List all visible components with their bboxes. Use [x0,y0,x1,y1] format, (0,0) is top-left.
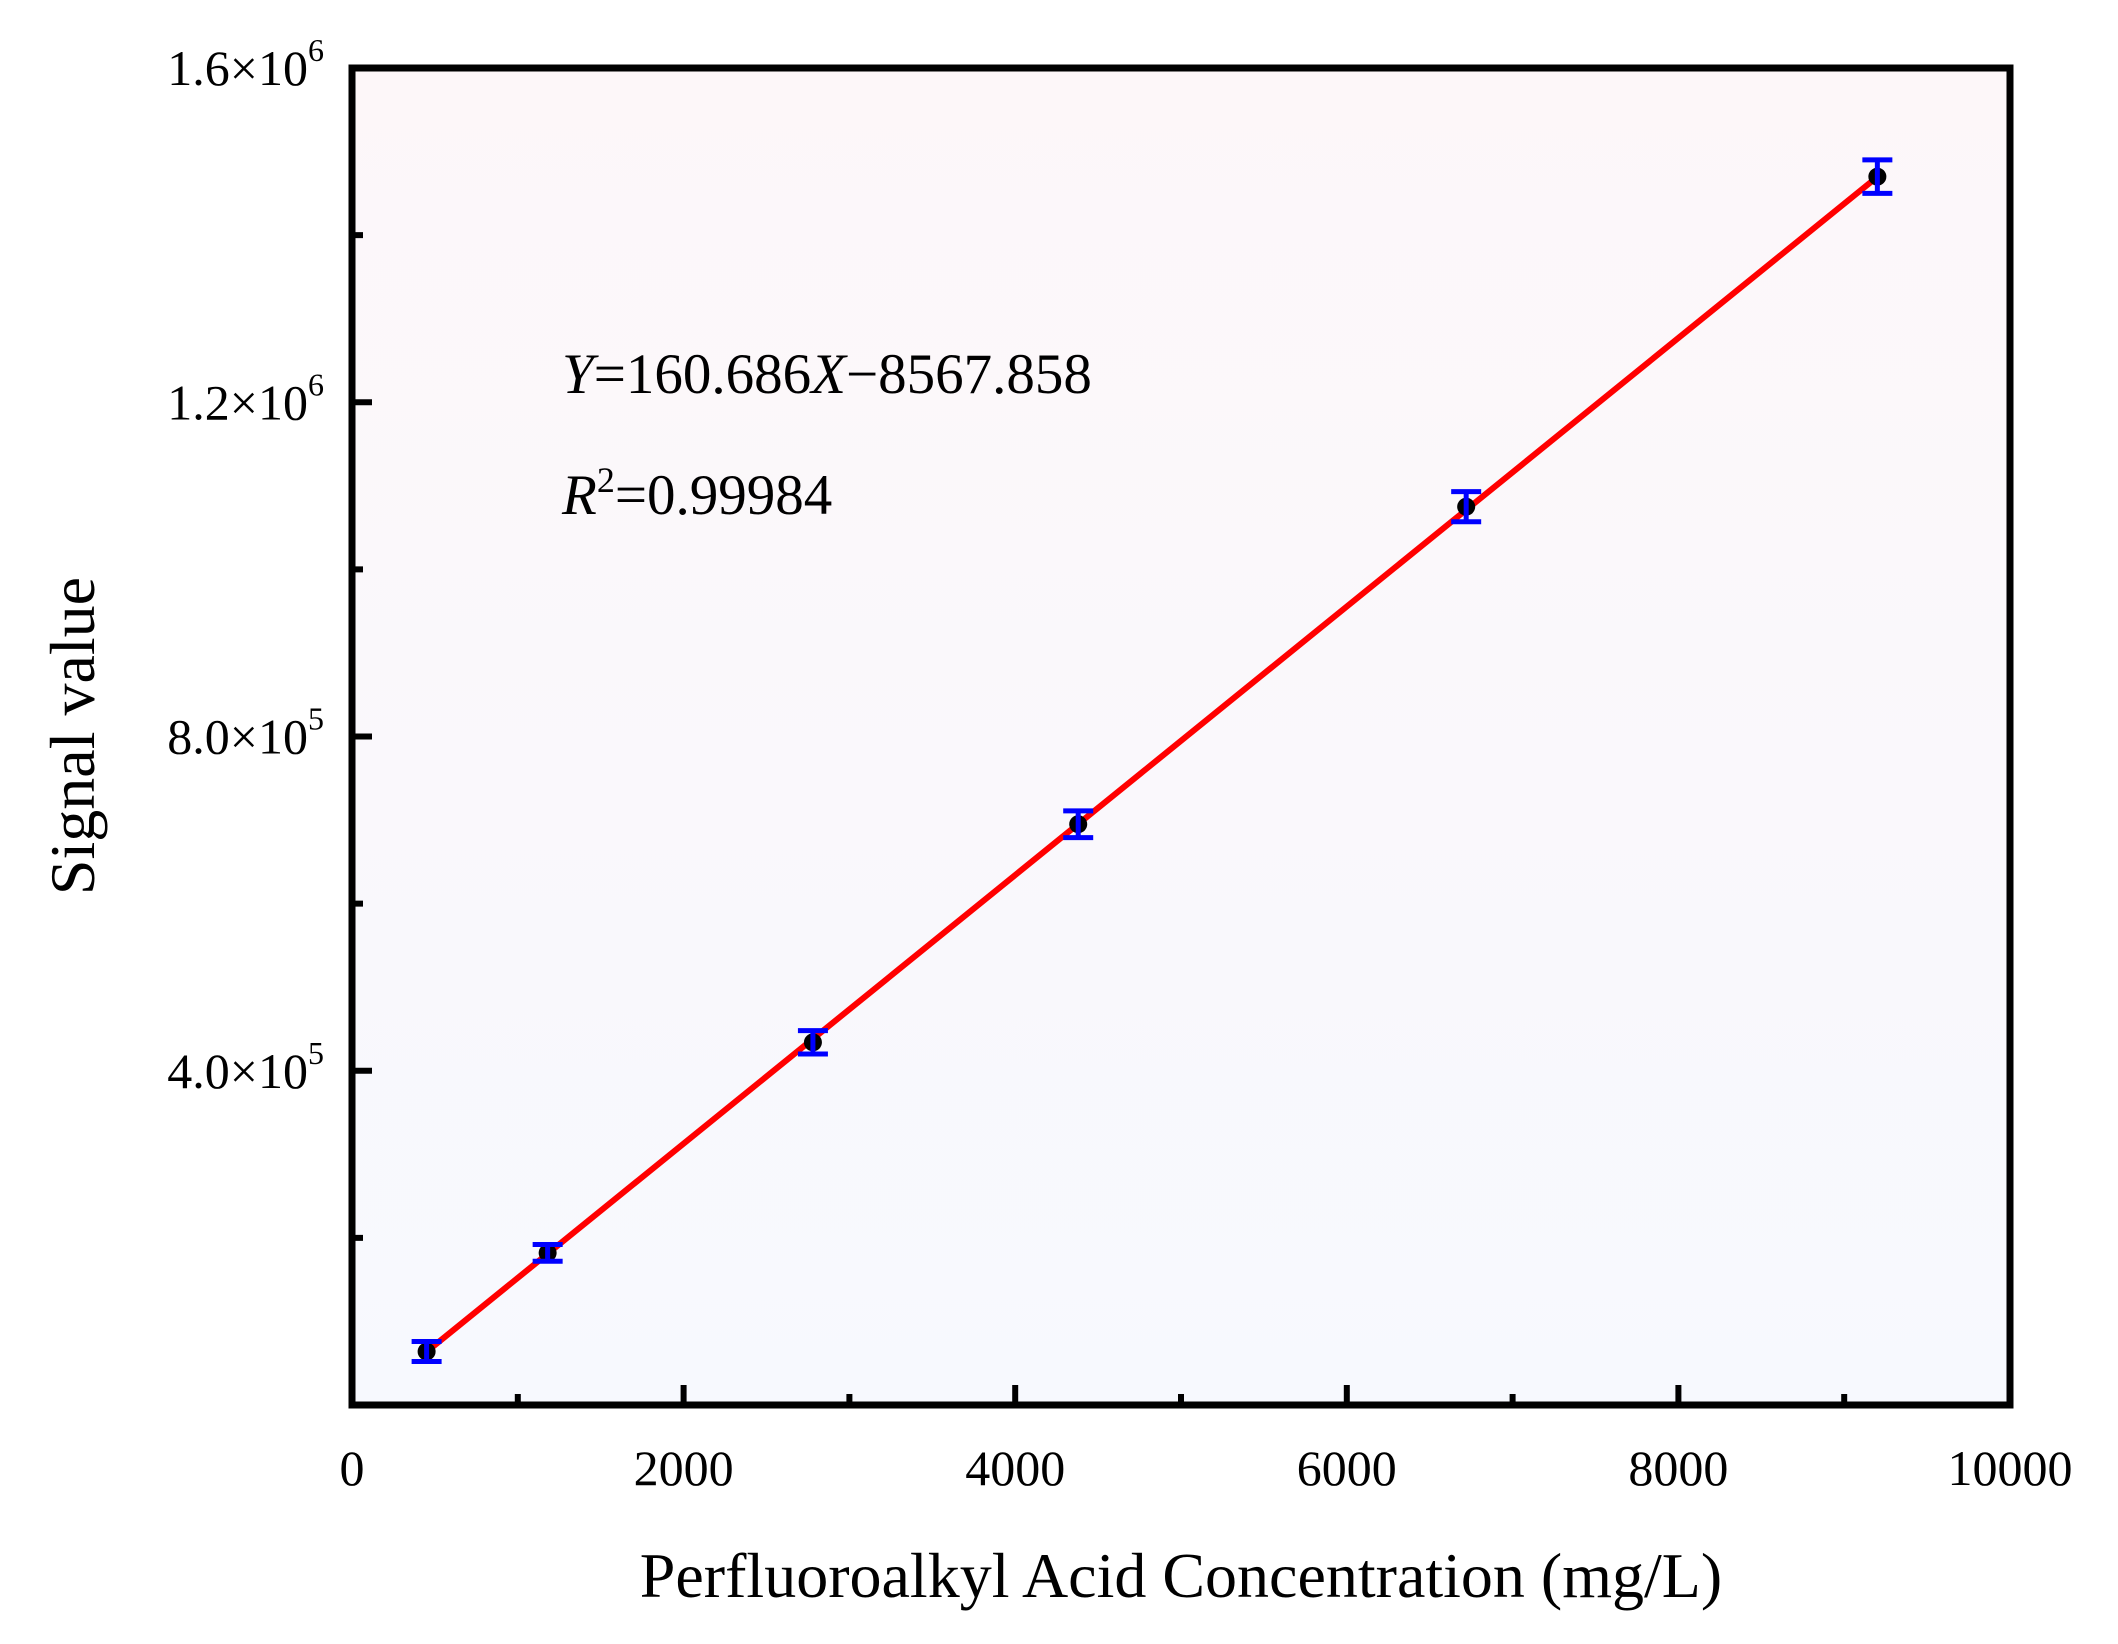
error-bar [532,1242,563,1264]
x-tick-label: 2000 [634,1440,734,1496]
equation-eq: =160.686 [594,343,811,406]
error-bar [411,1338,442,1365]
y-tick-label: 1.6×106 [167,32,324,96]
equation-y: Y [562,343,599,406]
equation-rest: −8567.858 [846,343,1092,406]
y-tick-exponent: 5 [308,1035,324,1071]
x-tick-label: 8000 [1628,1440,1728,1496]
r-squared: R2=0.99984 [561,460,832,527]
r2-rest: =0.99984 [615,464,832,527]
y-tick-mantissa: 1.2×10 [167,374,308,430]
y-tick-exponent: 6 [308,32,324,68]
y-tick-exponent: 5 [308,701,324,737]
r2-r: R [561,464,597,527]
y-tick-label: 1.2×106 [167,366,324,430]
y-tick-label: 4.0×105 [167,1035,324,1099]
y-tick-mantissa: 1.6×10 [167,40,308,96]
fit-equation: Y=160.686X−8567.858 [562,343,1092,406]
x-axis-label: Perfluoroalkyl Acid Concentration (mg/L) [640,1540,1722,1611]
error-bar [797,1028,828,1057]
equation-x: X [809,343,848,406]
y-tick-mantissa: 8.0×10 [167,709,308,765]
r2-sup: 2 [597,460,615,500]
y-tick-label: 8.0×105 [167,701,324,765]
y-tick-mantissa: 4.0×10 [167,1043,308,1099]
y-axis-label: Signal value [37,577,108,895]
y-tick-exponent: 6 [308,366,324,402]
error-bar [1063,808,1094,841]
data-marks [411,157,1893,1365]
x-axis-ticks: 0 2000 4000 6000 8000 10000 [340,1385,2073,1496]
plot-frame [348,64,2014,1409]
x-tick-label: 4000 [965,1440,1065,1496]
error-bar [1862,157,1893,196]
x-tick-label: 10000 [1948,1440,2073,1496]
fit-line [423,173,1881,1355]
x-tick-label: 6000 [1297,1440,1397,1496]
error-bar [1451,489,1482,525]
x-tick-label: 0 [340,1440,365,1496]
